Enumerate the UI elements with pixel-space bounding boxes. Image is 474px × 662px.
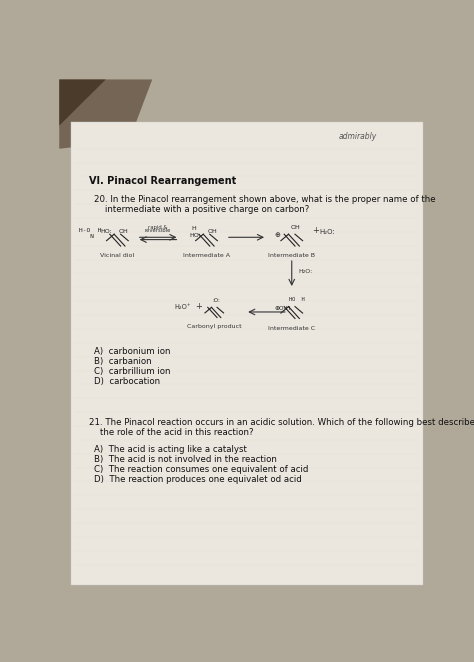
Text: H₂O:: H₂O:: [319, 229, 336, 235]
Text: intermediate with a positive charge on carbon?: intermediate with a positive charge on c…: [94, 205, 310, 214]
Text: N: N: [79, 234, 94, 239]
Text: Intermediate C: Intermediate C: [268, 326, 315, 331]
Text: Intermediate B: Intermediate B: [268, 254, 315, 258]
Text: Vicinal diol: Vicinal diol: [100, 254, 135, 258]
Text: VI. Pinacol Rearrangement: VI. Pinacol Rearrangement: [89, 175, 236, 185]
Text: 21. The Pinacol reaction occurs in an acidic solution. Which of the following be: 21. The Pinacol reaction occurs in an ac…: [89, 418, 474, 427]
Text: H₂O:: H₂O:: [298, 269, 312, 275]
Text: D)  The reaction produces one equivalet od acid: D) The reaction produces one equivalet o…: [94, 475, 302, 484]
Text: reversible: reversible: [145, 228, 171, 234]
Text: 20. In the Pinacol rearrangement shown above, what is the proper name of the: 20. In the Pinacol rearrangement shown a…: [94, 195, 436, 204]
Text: D)  carbocation: D) carbocation: [94, 377, 160, 387]
Text: H-O  H: H-O H: [79, 228, 101, 233]
Text: :O:: :O:: [213, 298, 220, 303]
Text: A)  The acid is acting like a catalyst: A) The acid is acting like a catalyst: [94, 445, 247, 454]
Text: H₂O⁺: H₂O⁺: [174, 304, 191, 310]
Polygon shape: [59, 79, 106, 126]
Text: B)  carbanion: B) carbanion: [94, 357, 152, 366]
Text: OH: OH: [290, 225, 300, 230]
Text: HO:: HO:: [100, 230, 112, 234]
Polygon shape: [59, 79, 152, 149]
Text: OH: OH: [119, 230, 128, 234]
Text: admirably: admirably: [338, 132, 376, 141]
Text: HO  H: HO H: [289, 297, 304, 302]
Text: Carbonyl product: Carbonyl product: [187, 324, 242, 329]
Text: +: +: [195, 302, 202, 311]
Text: rapid &: rapid &: [148, 224, 167, 230]
Text: B)  The acid is not involved in the reaction: B) The acid is not involved in the react…: [94, 455, 277, 464]
Text: HO:: HO:: [190, 232, 201, 238]
Text: A)  carbonium ion: A) carbonium ion: [94, 348, 171, 356]
Text: +: +: [312, 226, 319, 236]
Text: ⊕: ⊕: [275, 232, 281, 238]
Text: ⊕O-H: ⊕O-H: [275, 307, 291, 311]
Text: H: H: [191, 226, 196, 231]
Text: C)  carbrillium ion: C) carbrillium ion: [94, 367, 171, 377]
Text: the role of the acid in this reaction?: the role of the acid in this reaction?: [89, 428, 253, 437]
Text: C)  The reaction consumes one equivalent of acid: C) The reaction consumes one equivalent …: [94, 465, 309, 474]
Text: OH: OH: [208, 230, 218, 234]
Text: Intermediate A: Intermediate A: [183, 254, 230, 258]
